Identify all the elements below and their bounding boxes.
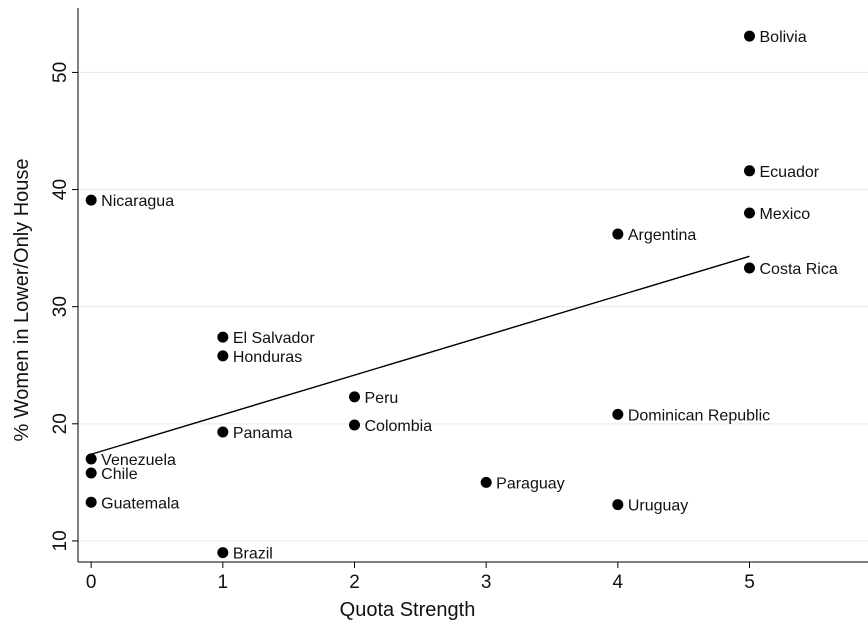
point-costa-rica	[744, 262, 755, 274]
point-label-dominican-republic: Dominican Republic	[628, 407, 770, 424]
point-label-uruguay: Uruguay	[628, 498, 688, 515]
point-label-bolivia: Bolivia	[760, 29, 807, 46]
y-tick-label-40: 40	[50, 179, 71, 200]
point-label-el-salvador: El Salvador	[233, 330, 315, 347]
point-label-peru: Peru	[365, 390, 399, 407]
y-axis-title: % Women in Lower/Only House	[11, 158, 33, 441]
x-tick-label-2: 2	[349, 572, 360, 593]
point-dominican-republic	[612, 408, 624, 420]
point-uruguay	[612, 499, 624, 511]
point-venezuela	[85, 453, 97, 465]
y-tick-label-30: 30	[50, 296, 71, 317]
point-label-guatemala: Guatemala	[101, 495, 179, 512]
point-colombia	[349, 419, 360, 431]
point-panama	[217, 426, 229, 438]
x-axis-title: Quota Strength	[340, 599, 476, 621]
y-tick-label-20: 20	[50, 413, 71, 434]
point-label-costa-rica: Costa Rica	[760, 261, 838, 278]
point-label-argentina: Argentina	[628, 227, 697, 244]
point-label-mexico: Mexico	[760, 206, 811, 223]
x-tick-label-0: 0	[86, 572, 97, 593]
x-tick-label-3: 3	[481, 572, 492, 593]
point-label-honduras: Honduras	[233, 349, 302, 366]
point-paraguay	[480, 476, 492, 488]
x-tick-label-5: 5	[744, 572, 755, 593]
point-label-colombia: Colombia	[365, 418, 433, 435]
fit-line	[90, 255, 750, 455]
y-tick-label-50: 50	[50, 62, 71, 83]
point-argentina	[612, 228, 624, 240]
point-label-panama: Panama	[233, 425, 293, 442]
point-label-brazil: Brazil	[233, 546, 273, 563]
y-tick-label-10: 10	[50, 530, 71, 551]
point-ecuador	[744, 165, 755, 177]
x-tick-label-1: 1	[218, 572, 229, 593]
y-gridlines	[78, 71, 868, 542]
x-tick-label-4: 4	[613, 572, 624, 593]
point-mexico	[744, 207, 755, 219]
point-label-nicaragua: Nicaragua	[101, 193, 174, 210]
point-label-ecuador: Ecuador	[760, 164, 820, 181]
y-axis-ticks: 10 20 30 40 50	[50, 62, 78, 551]
x-axis-ticks: 0 1 2 3 4 5	[86, 562, 755, 593]
point-el-salvador	[217, 331, 229, 343]
point-label-chile: Chile	[101, 466, 138, 483]
point-guatemala	[85, 496, 97, 508]
point-chile	[85, 467, 97, 479]
point-honduras	[217, 350, 229, 362]
point-label-paraguay: Paraguay	[496, 475, 564, 492]
point-nicaragua	[85, 194, 97, 206]
point-brazil	[217, 547, 229, 559]
point-bolivia	[744, 30, 755, 42]
point-label-venezuela: Venezuela	[101, 452, 176, 469]
point-peru	[349, 391, 360, 403]
data-points: Bolivia Ecuador Mexico Costa Rica Nicaragua A…	[85, 29, 838, 563]
